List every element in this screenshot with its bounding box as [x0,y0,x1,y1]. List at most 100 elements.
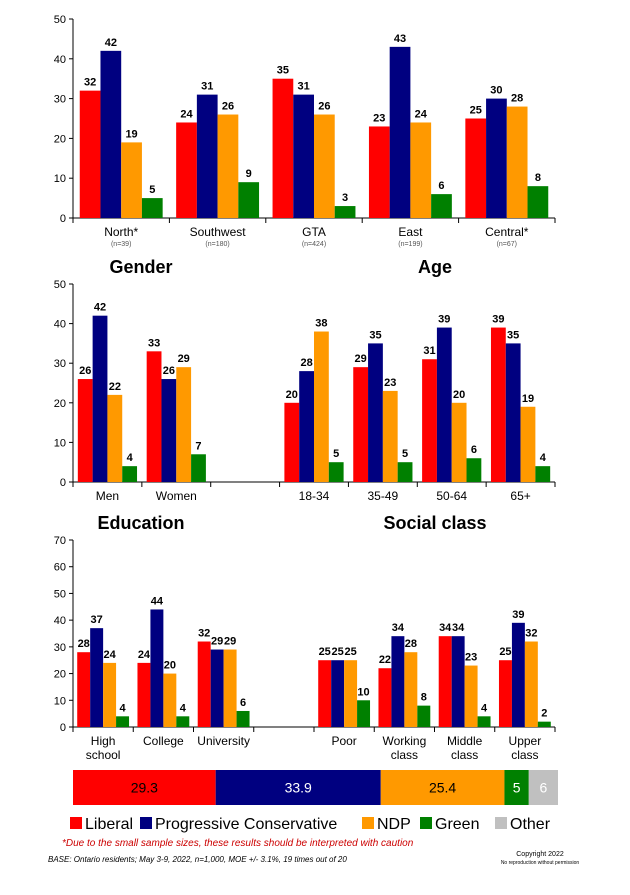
bar-ndp [314,331,329,482]
bar-ndp [344,660,358,727]
bar-green [191,454,206,482]
bar-liberal [146,351,162,482]
data-label: 43 [394,33,406,45]
bar-liberal [378,668,392,727]
y-tick-label: 70 [54,535,66,547]
data-label: 32 [84,77,96,89]
x-tick-label: College [143,734,184,748]
bar-pc [161,379,177,482]
bar-green [334,206,356,218]
data-label: 2 [541,708,547,720]
data-label: 4 [119,702,126,714]
data-label: 31 [423,345,435,357]
x-tick-label: High [91,734,116,748]
section-heading: Age [418,257,452,277]
total-segment-label: 5 [513,780,521,796]
bar-green [328,462,344,482]
bar-green [527,186,549,218]
data-label: 26 [222,101,234,113]
data-label: 26 [79,365,91,377]
data-label: 37 [91,614,103,626]
y-tick-label: 20 [54,133,66,145]
x-tick-label: 35-49 [368,489,399,503]
bar-liberal [438,636,452,727]
total-segment-label: 29.3 [131,780,158,796]
sample-size-label: (n=39) [111,241,131,248]
x-tick-label: Working [382,734,426,748]
y-tick-label: 0 [60,213,66,225]
data-label: 24 [138,649,151,661]
y-tick-label: 0 [60,477,66,489]
x-tick-label: Poor [331,734,356,748]
bar-ndp [520,406,536,482]
bar-green [238,182,260,218]
y-tick-label: 50 [54,279,66,291]
bar-green [397,462,413,482]
bar-green [535,466,551,482]
data-label: 28 [511,93,523,105]
bar-ndp [404,652,418,727]
base-note: BASE: Ontario residents; May 3-9, 2022, … [48,855,347,864]
bar-pc [210,649,224,727]
bar-liberal [272,78,294,218]
bar-liberal [137,662,151,727]
sample-size-label: (n=67) [497,241,517,248]
bar-liberal [465,118,487,218]
copyright: Copyright 2022 [516,851,564,858]
bar-pc [505,343,521,482]
total-segment-pc [215,770,381,805]
data-label: 39 [492,314,504,326]
data-label: 24 [103,649,116,661]
data-label: 5 [402,448,408,460]
y-tick-label: 60 [54,562,66,574]
x-tick-label: class [451,748,478,762]
data-label: 25 [344,646,356,658]
data-label: 34 [452,622,465,634]
x-tick-label: 50-64 [436,489,467,503]
data-label: 19 [125,128,137,140]
legend-swatch-pc [140,817,152,829]
data-label: 30 [490,85,502,97]
data-label: 29 [178,353,190,365]
bar-ndp [223,649,237,727]
data-label: 10 [357,686,369,698]
y-tick-label: 10 [54,173,66,185]
bar-ndp [464,665,478,727]
bar-green [141,198,163,218]
data-label: 29 [355,353,367,365]
legend-label: Other [510,816,551,833]
bar-pc [389,46,411,218]
section-heading: Gender [109,257,172,277]
section-heading: Education [97,513,184,533]
data-label: 42 [94,302,106,314]
bar-ndp [121,142,142,218]
data-label: 4 [481,702,488,714]
bar-pc [293,94,314,218]
x-tick-label: University [197,734,250,748]
bar-pc [92,315,108,482]
bar-green [466,458,482,482]
bar-green [417,705,431,727]
data-label: 35 [369,329,381,341]
bar-pc [391,636,405,727]
data-label: 25 [499,646,511,658]
y-tick-label: 40 [54,319,66,331]
bar-pc [196,94,218,218]
legend-swatch-green [420,817,432,829]
data-label: 6 [240,697,246,709]
data-label: 39 [438,314,450,326]
data-label: 29 [224,636,236,648]
bar-ndp [217,114,239,218]
data-label: 23 [384,377,396,389]
total-segment-ndp [380,770,505,805]
bar-pc [368,343,383,482]
y-tick-label: 10 [54,437,66,449]
bar-ndp [103,662,117,727]
data-label: 25 [470,105,482,117]
data-label: 24 [180,108,193,120]
x-tick-label: 65+ [510,489,530,503]
data-label: 35 [507,329,519,341]
legend: Liberal Progressive Conservative NDP Green O… [70,816,551,833]
data-label: 25 [319,646,331,658]
